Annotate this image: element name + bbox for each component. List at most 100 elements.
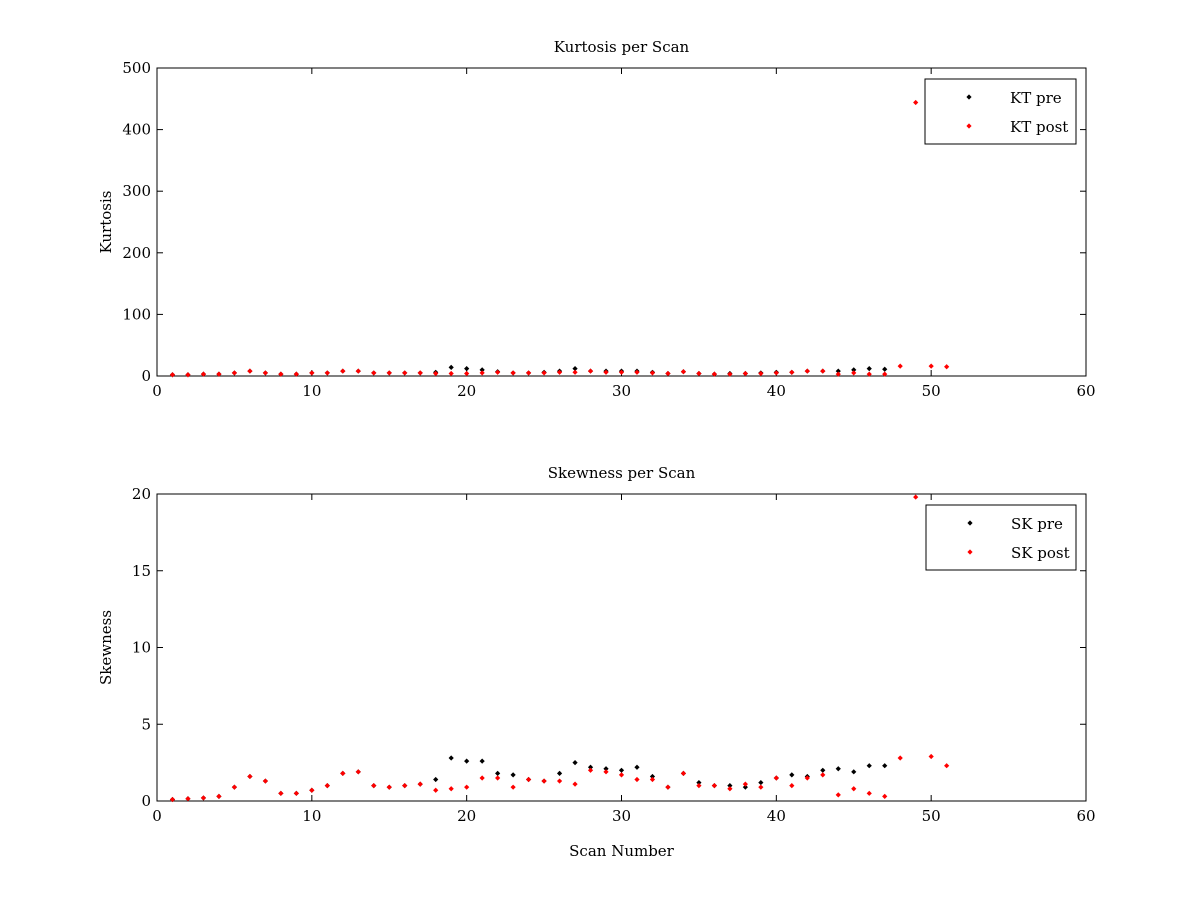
x-tick-label: 20 <box>457 382 476 400</box>
data-point <box>820 772 826 778</box>
data-point <box>386 370 392 376</box>
data-point <box>371 370 377 376</box>
y-tick-label: 10 <box>132 639 151 657</box>
data-point <box>835 766 841 772</box>
data-point <box>433 776 439 783</box>
data-point <box>278 371 284 377</box>
data-point <box>882 763 888 769</box>
data-point <box>371 783 377 789</box>
data-point <box>216 793 222 799</box>
data-point <box>200 795 207 801</box>
data-point <box>665 370 671 377</box>
data-point <box>618 369 625 375</box>
data-point <box>402 370 408 376</box>
data-point <box>417 781 423 787</box>
y-tick-label: 100 <box>122 305 151 323</box>
data-point <box>479 758 485 764</box>
data-point <box>634 764 640 770</box>
data-point <box>727 783 733 789</box>
data-point <box>897 755 903 761</box>
x-tick-label: 30 <box>612 382 631 400</box>
data-point <box>742 370 748 377</box>
data-point <box>804 775 810 781</box>
data-point <box>572 781 578 787</box>
data-point <box>417 370 423 376</box>
y-tick-label: 500 <box>122 59 151 77</box>
data-point <box>634 369 640 375</box>
data-point <box>541 778 547 784</box>
data-point <box>727 371 733 377</box>
subplot-1: 0 10 20 30 40 50 60 0 100 200 300 400 500 Kurtosis pe… <box>97 38 1096 400</box>
x-tick-label: 50 <box>922 807 941 825</box>
data-point <box>556 369 563 375</box>
data-point <box>851 370 857 376</box>
data-point <box>479 370 485 376</box>
data-point <box>464 366 470 372</box>
data-point <box>464 758 470 764</box>
data-point <box>928 753 934 760</box>
y-tick-label: 15 <box>132 562 151 580</box>
data-point <box>773 370 779 376</box>
data-point <box>835 792 841 798</box>
x-tick-label: 50 <box>922 382 941 400</box>
series-sk-post <box>169 494 950 803</box>
data-point <box>479 775 485 781</box>
data-point <box>572 369 578 375</box>
data-point <box>804 368 810 374</box>
data-point <box>247 368 253 374</box>
data-point <box>696 370 702 377</box>
x-tick-label: 0 <box>152 382 162 400</box>
data-point <box>680 770 687 776</box>
data-point <box>851 769 857 775</box>
data-point <box>231 370 238 376</box>
legend: SK pre SK post <box>925 504 1077 571</box>
data-point <box>309 370 315 376</box>
data-point <box>913 99 919 106</box>
subplot-2: 0 10 20 30 40 50 60 0 5 10 15 20 Skewness per Scan Sk… <box>97 464 1096 860</box>
data-point <box>587 767 594 773</box>
data-point <box>649 370 656 376</box>
data-point <box>448 755 454 761</box>
data-point <box>464 370 470 377</box>
data-point <box>944 364 950 370</box>
data-point <box>603 769 609 775</box>
data-point <box>433 370 439 377</box>
data-point <box>758 779 764 786</box>
legend-marker <box>967 520 973 526</box>
x-axis-label: Scan Number <box>569 842 675 860</box>
data-point <box>247 773 253 780</box>
data-point <box>293 371 299 377</box>
x-tick-label: 20 <box>457 807 476 825</box>
data-point <box>680 369 687 375</box>
data-point <box>820 368 826 374</box>
data-point <box>309 787 315 793</box>
x-tick-label: 10 <box>302 382 321 400</box>
legend: KT pre KT post <box>924 78 1077 145</box>
data-point <box>448 370 454 377</box>
data-point <box>324 370 330 376</box>
data-point <box>789 772 795 778</box>
data-point <box>355 769 361 775</box>
data-point <box>882 793 888 799</box>
y-tick-label: 400 <box>122 121 151 139</box>
data-point <box>665 784 671 790</box>
data-point <box>200 371 207 377</box>
x-tick-label: 60 <box>1076 382 1095 400</box>
y-tick-label: 20 <box>132 485 151 503</box>
data-point <box>866 371 872 377</box>
data-point <box>278 790 284 796</box>
legend-label: KT pre <box>1010 89 1062 107</box>
data-point <box>340 368 346 374</box>
data-point <box>696 783 702 789</box>
data-point <box>386 784 392 790</box>
data-point <box>851 367 857 373</box>
data-point <box>495 369 501 375</box>
data-point <box>556 778 563 784</box>
x-tick-label: 30 <box>612 807 631 825</box>
y-axis-label: Kurtosis <box>97 191 115 254</box>
data-point <box>882 366 888 372</box>
data-point <box>355 368 361 374</box>
data-point <box>944 763 950 769</box>
data-point <box>169 796 176 803</box>
y-tick-label: 0 <box>141 792 151 810</box>
